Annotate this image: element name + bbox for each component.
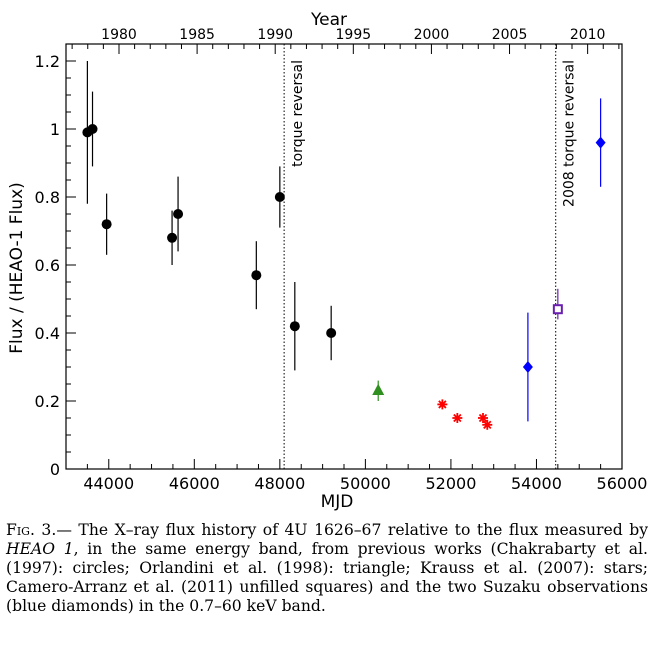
top-tick-label: 2005 — [492, 27, 528, 43]
data-point-circle — [326, 328, 337, 338]
data-point-star — [437, 399, 448, 410]
y-tick-label: 1 — [50, 120, 60, 139]
data-point-circle — [251, 270, 262, 281]
data-point-triangle — [372, 383, 385, 395]
top-axis-label: Year — [310, 10, 347, 30]
annotation-label: 2008 torque reversal — [562, 60, 578, 207]
data-point-open-square — [552, 304, 563, 315]
x-tick-label: 54000 — [511, 474, 562, 493]
star-stroke — [438, 400, 447, 409]
star-stroke — [478, 413, 488, 423]
star-stroke — [483, 420, 492, 429]
top-tick-label: 1990 — [257, 27, 293, 43]
y-tick-label: 0.8 — [35, 188, 60, 207]
x-tick-label: 46000 — [169, 474, 220, 493]
x-axis-label: MJD — [321, 492, 354, 512]
top-tick-label: 2010 — [570, 27, 606, 43]
y-tick-label: 0.4 — [35, 324, 60, 343]
data-point-circle — [101, 219, 112, 230]
data-point-circle — [274, 192, 285, 202]
data-point-diamond — [522, 361, 533, 373]
data-marks — [82, 61, 606, 430]
axes: 44000 46000 48000 50000 52000 54000 56000 0 0.2 0… — [35, 27, 648, 493]
figure-caption: Fig. 3.— The X–ray flux history of 4U 16… — [6, 521, 648, 659]
top-tick-label: 1980 — [101, 27, 137, 43]
data-point-circle — [289, 321, 300, 332]
x-tick-label: 50000 — [340, 474, 391, 493]
x-tick-label: 48000 — [254, 474, 305, 493]
y-tick-label: 0 — [50, 460, 60, 479]
data-point-diamond — [595, 136, 606, 149]
caption-figure-number: Fig. 3. — [6, 521, 57, 539]
y-tick-label: 0.2 — [35, 392, 60, 411]
y-axis-label: Flux / (HEAO-1 Flux) — [7, 182, 27, 354]
top-tick-label: 1995 — [336, 27, 372, 43]
data-point-star — [478, 413, 488, 423]
plot-frame — [65, 43, 623, 470]
y-tick-label: 1.2 — [35, 52, 60, 71]
top-tick-label: 1985 — [179, 27, 215, 43]
data-point-circle — [167, 232, 178, 243]
annotation-label: torque reversal — [290, 60, 306, 167]
data-point-star — [452, 413, 463, 423]
data-point-star — [482, 419, 493, 430]
x-tick-label: 56000 — [597, 474, 648, 493]
star-stroke — [453, 413, 462, 423]
caption-instrument: HEAO 1 — [6, 540, 74, 558]
x-tick-label: 44000 — [83, 474, 134, 493]
top-tick-label: 2000 — [414, 27, 450, 43]
flux-history-chart: 44000 46000 48000 50000 52000 54000 56000 0 0.2 0… — [7, 10, 648, 512]
caption-text-part2: , in the same energy band, from previous… — [6, 540, 648, 615]
data-point-circle — [173, 209, 184, 219]
x-tick-label: 52000 — [425, 474, 476, 493]
caption-text-part1: — The X–ray flux history of 4U 1626–67 r… — [56, 521, 648, 539]
data-point-circle — [87, 124, 98, 134]
y-tick-label: 0.6 — [35, 256, 60, 275]
